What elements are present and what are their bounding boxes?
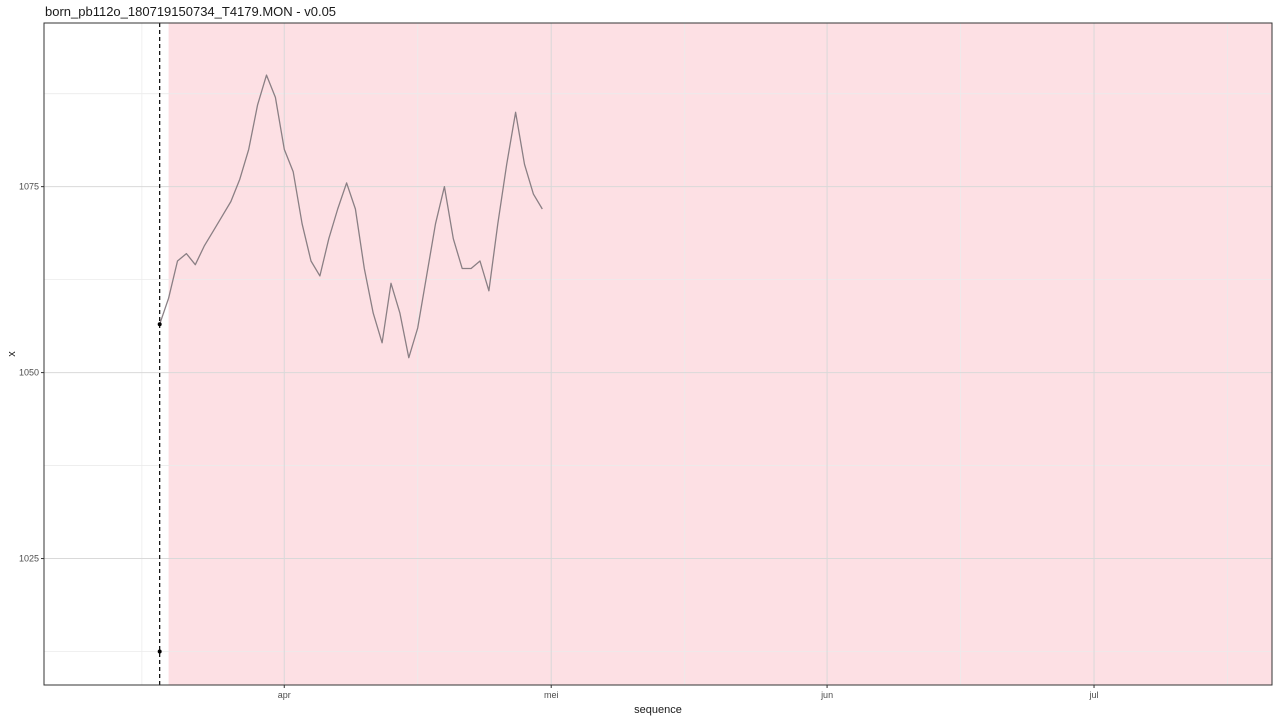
grid-layer [44, 23, 1272, 685]
x-axis-title: sequence [634, 704, 682, 716]
axes-layer: 1025 1050 1075 apr mei jun jul sequence x [6, 182, 1099, 716]
x-tick-label: apr [278, 690, 291, 700]
x-tick-label: jul [1089, 690, 1099, 700]
series-line [159, 74, 543, 359]
series-layer [159, 74, 543, 359]
x-tick-label: mei [544, 690, 559, 700]
y-tick-label: 1050 [19, 368, 39, 378]
y-axis-title: x [6, 351, 18, 357]
shaded-region-layer [168, 23, 1272, 685]
shaded-region [168, 23, 1272, 685]
vertical-marker-point [157, 322, 162, 327]
y-tick-label: 1025 [19, 554, 39, 564]
x-tick-label: jun [820, 690, 833, 700]
plot-panel-border [43, 22, 1273, 686]
chart-title: born_pb112o_180719150734_T4179.MON - v0.… [45, 4, 337, 19]
marker-layer [157, 23, 162, 685]
vertical-marker-point [157, 649, 162, 654]
y-tick-label: 1075 [19, 182, 39, 192]
